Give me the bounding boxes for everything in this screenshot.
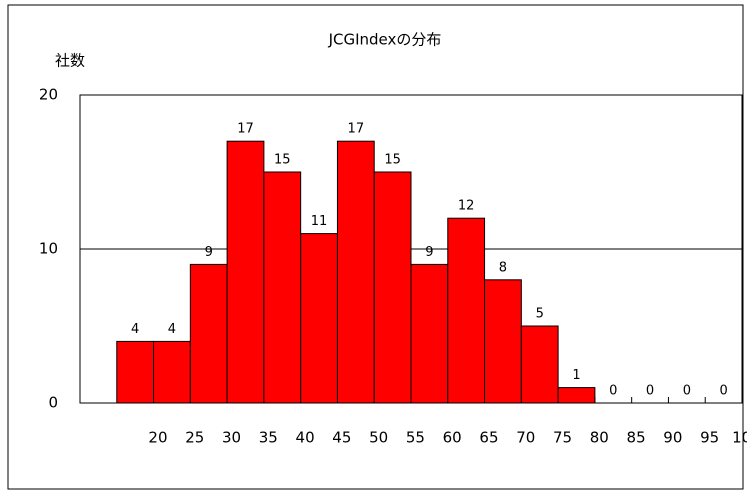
bar (521, 326, 558, 403)
bar (374, 172, 411, 403)
bar (411, 264, 448, 403)
x-tick-label: 60 (443, 429, 462, 447)
bar (558, 388, 595, 403)
value-label: 1 (572, 368, 580, 383)
x-tick-label: 55 (406, 429, 425, 447)
value-label: 0 (646, 384, 654, 399)
value-label: 5 (536, 307, 544, 322)
value-label: 9 (425, 245, 433, 260)
x-tick-label: 85 (627, 429, 646, 447)
x-tick-label: 50 (369, 429, 388, 447)
bar (337, 141, 374, 403)
value-label: 11 (311, 214, 328, 229)
value-label: 4 (131, 322, 139, 337)
x-tick-label: 65 (479, 429, 498, 447)
value-label: 8 (499, 260, 507, 275)
x-tick-label: 45 (332, 429, 351, 447)
x-tick-label: 80 (590, 429, 609, 447)
bar (190, 264, 227, 403)
value-label: 15 (274, 153, 291, 168)
x-tick-label: 20 (148, 429, 167, 447)
value-label: 0 (683, 384, 691, 399)
y-tick-label: 20 (39, 86, 58, 104)
value-label: 17 (237, 122, 254, 137)
value-label: 9 (205, 245, 213, 260)
y-tick-label: 10 (39, 240, 58, 258)
x-tick-label: 25 (185, 429, 204, 447)
value-label: 15 (384, 153, 401, 168)
bar (117, 341, 154, 403)
y-tick-label: 0 (48, 394, 58, 412)
value-label: 12 (458, 199, 475, 214)
x-tick-label: 40 (296, 429, 315, 447)
value-label: 0 (609, 384, 617, 399)
chart-title: JCGIndexの分布 (328, 31, 442, 49)
bar (227, 141, 264, 403)
x-tick-label: 90 (663, 429, 682, 447)
x-tick-label: 35 (259, 429, 278, 447)
x-tick-label: 95 (700, 429, 719, 447)
bar (485, 280, 522, 403)
x-tick-label: 100 (732, 429, 747, 447)
x-tick-label: 30 (222, 429, 241, 447)
bar (448, 218, 485, 403)
y-axis-label: 社数 (55, 52, 85, 70)
x-tick-label: 70 (516, 429, 535, 447)
bar (264, 172, 301, 403)
x-tick-label: 75 (553, 429, 572, 447)
bar (301, 234, 338, 403)
value-label: 17 (348, 122, 365, 137)
bar (154, 341, 191, 403)
value-label: 4 (168, 322, 176, 337)
value-label: 0 (719, 384, 727, 399)
